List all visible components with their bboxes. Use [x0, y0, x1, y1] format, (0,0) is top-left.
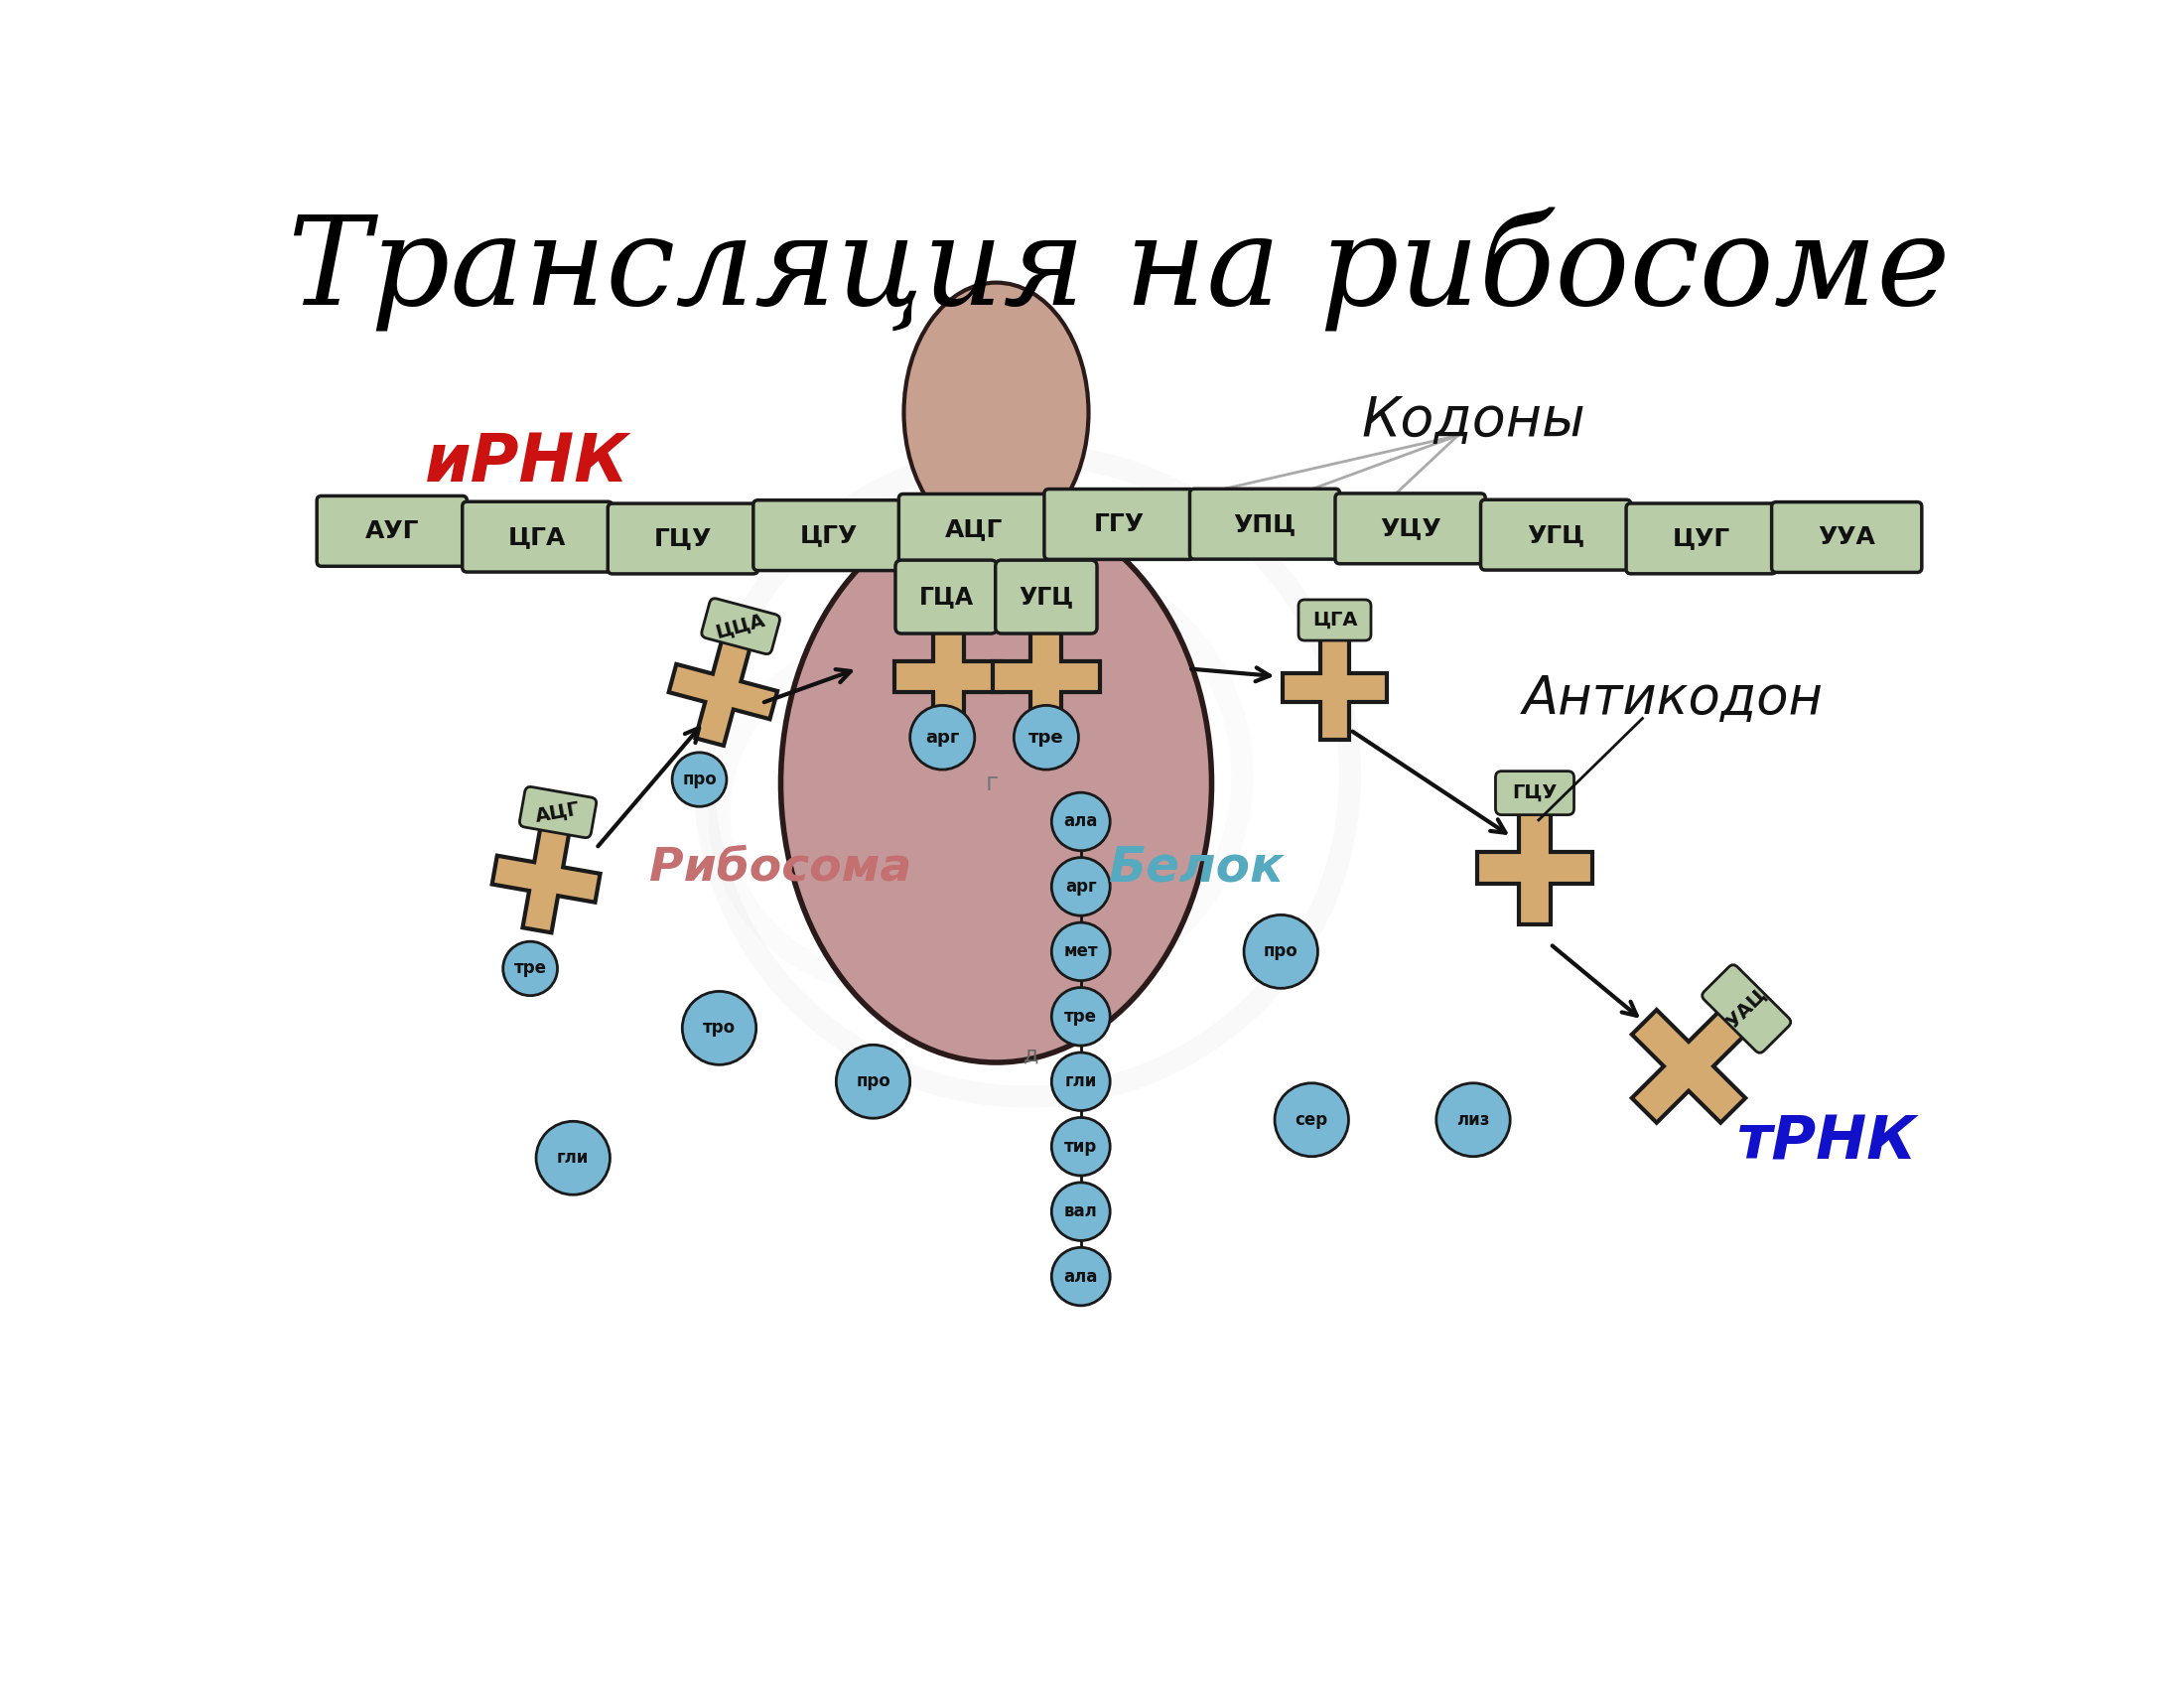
Circle shape: [681, 991, 756, 1066]
FancyBboxPatch shape: [1334, 494, 1485, 563]
FancyBboxPatch shape: [996, 560, 1096, 634]
Circle shape: [1053, 1248, 1109, 1305]
FancyBboxPatch shape: [1481, 499, 1631, 570]
FancyBboxPatch shape: [317, 496, 467, 566]
Text: про: про: [856, 1072, 891, 1091]
Text: гли: гли: [557, 1150, 590, 1167]
Circle shape: [1053, 858, 1109, 915]
Polygon shape: [668, 637, 778, 745]
Text: тро: тро: [703, 1018, 736, 1037]
Circle shape: [1437, 1082, 1509, 1157]
FancyBboxPatch shape: [1190, 489, 1339, 560]
Polygon shape: [992, 622, 1101, 730]
Circle shape: [1013, 705, 1079, 769]
Polygon shape: [1476, 811, 1592, 924]
Circle shape: [1053, 1118, 1109, 1175]
Circle shape: [836, 1045, 911, 1118]
Text: арг: арг: [1066, 878, 1096, 895]
Circle shape: [1053, 922, 1109, 981]
Text: Трансляция на рибосоме: Трансляция на рибосоме: [288, 207, 1950, 332]
Text: тРНК: тРНК: [1736, 1113, 1918, 1172]
Ellipse shape: [782, 504, 1212, 1062]
Polygon shape: [895, 622, 1002, 730]
Circle shape: [1245, 915, 1317, 988]
FancyBboxPatch shape: [1771, 502, 1922, 572]
Text: Белок: Белок: [1109, 843, 1284, 892]
Text: АУГ: АУГ: [365, 519, 419, 543]
FancyBboxPatch shape: [701, 599, 780, 654]
Text: АЦГ: АЦГ: [535, 799, 581, 826]
Text: тре: тре: [1029, 728, 1064, 747]
Polygon shape: [1631, 1010, 1745, 1123]
Text: УГЦ: УГЦ: [1020, 585, 1075, 609]
Text: ЦГУ: ЦГУ: [799, 523, 858, 548]
FancyBboxPatch shape: [1627, 504, 1776, 573]
Text: вал: вал: [1064, 1202, 1099, 1221]
Circle shape: [1275, 1082, 1348, 1157]
Circle shape: [1053, 1052, 1109, 1111]
Text: ала: ала: [1064, 1268, 1099, 1285]
Text: тир: тир: [1064, 1138, 1096, 1155]
Circle shape: [673, 752, 727, 806]
Text: лиз: лиз: [1457, 1111, 1489, 1128]
Circle shape: [1053, 988, 1109, 1045]
Text: сер: сер: [1295, 1111, 1328, 1128]
Text: ГЦУ: ГЦУ: [1511, 784, 1557, 803]
Text: ГГУ: ГГУ: [1094, 513, 1144, 536]
Ellipse shape: [904, 283, 1088, 543]
Text: Рибосома: Рибосома: [649, 845, 913, 890]
FancyBboxPatch shape: [1299, 600, 1372, 641]
Circle shape: [1053, 1182, 1109, 1241]
FancyBboxPatch shape: [1496, 771, 1575, 814]
Text: ГЦА: ГЦА: [919, 585, 974, 609]
FancyBboxPatch shape: [1044, 489, 1195, 560]
Circle shape: [911, 705, 974, 769]
FancyBboxPatch shape: [607, 504, 758, 573]
Polygon shape: [1282, 636, 1387, 740]
FancyBboxPatch shape: [900, 494, 1048, 565]
Text: УУА: УУА: [1817, 526, 1876, 550]
Text: АЦГ: АЦГ: [946, 518, 1002, 541]
FancyBboxPatch shape: [895, 560, 996, 634]
Text: про: про: [681, 771, 716, 789]
Text: тре: тре: [513, 959, 546, 978]
Text: иРНК: иРНК: [424, 430, 629, 496]
Polygon shape: [491, 824, 601, 932]
Circle shape: [1053, 792, 1109, 851]
Text: г: г: [985, 772, 998, 796]
Text: про: про: [1265, 942, 1297, 961]
Text: Кодоны: Кодоны: [1361, 395, 1586, 447]
Text: ала: ала: [1064, 813, 1099, 831]
Circle shape: [502, 941, 557, 996]
Circle shape: [535, 1121, 609, 1195]
Text: УЦУ: УЦУ: [1380, 516, 1441, 541]
Text: УГЦ: УГЦ: [1527, 523, 1586, 546]
FancyBboxPatch shape: [520, 787, 596, 838]
Text: ЦГА: ЦГА: [509, 524, 566, 548]
Text: ЦУГ: ЦУГ: [1673, 526, 1730, 551]
Text: гли: гли: [1066, 1072, 1096, 1091]
Text: ГЦУ: ГЦУ: [653, 526, 712, 551]
Text: ЦГА: ЦГА: [1313, 610, 1356, 629]
Text: УПЦ: УПЦ: [1234, 513, 1295, 536]
FancyBboxPatch shape: [463, 502, 612, 572]
FancyBboxPatch shape: [1701, 964, 1791, 1052]
Text: Антикодон: Антикодон: [1522, 673, 1824, 725]
Text: тре: тре: [1064, 1008, 1096, 1025]
Text: д: д: [1022, 1045, 1037, 1066]
Text: ЦЦА: ЦЦА: [714, 610, 767, 642]
Text: УАЦ: УАЦ: [1723, 985, 1769, 1032]
Text: мет: мет: [1064, 942, 1099, 961]
Text: арг: арг: [926, 728, 959, 747]
FancyBboxPatch shape: [753, 501, 904, 570]
